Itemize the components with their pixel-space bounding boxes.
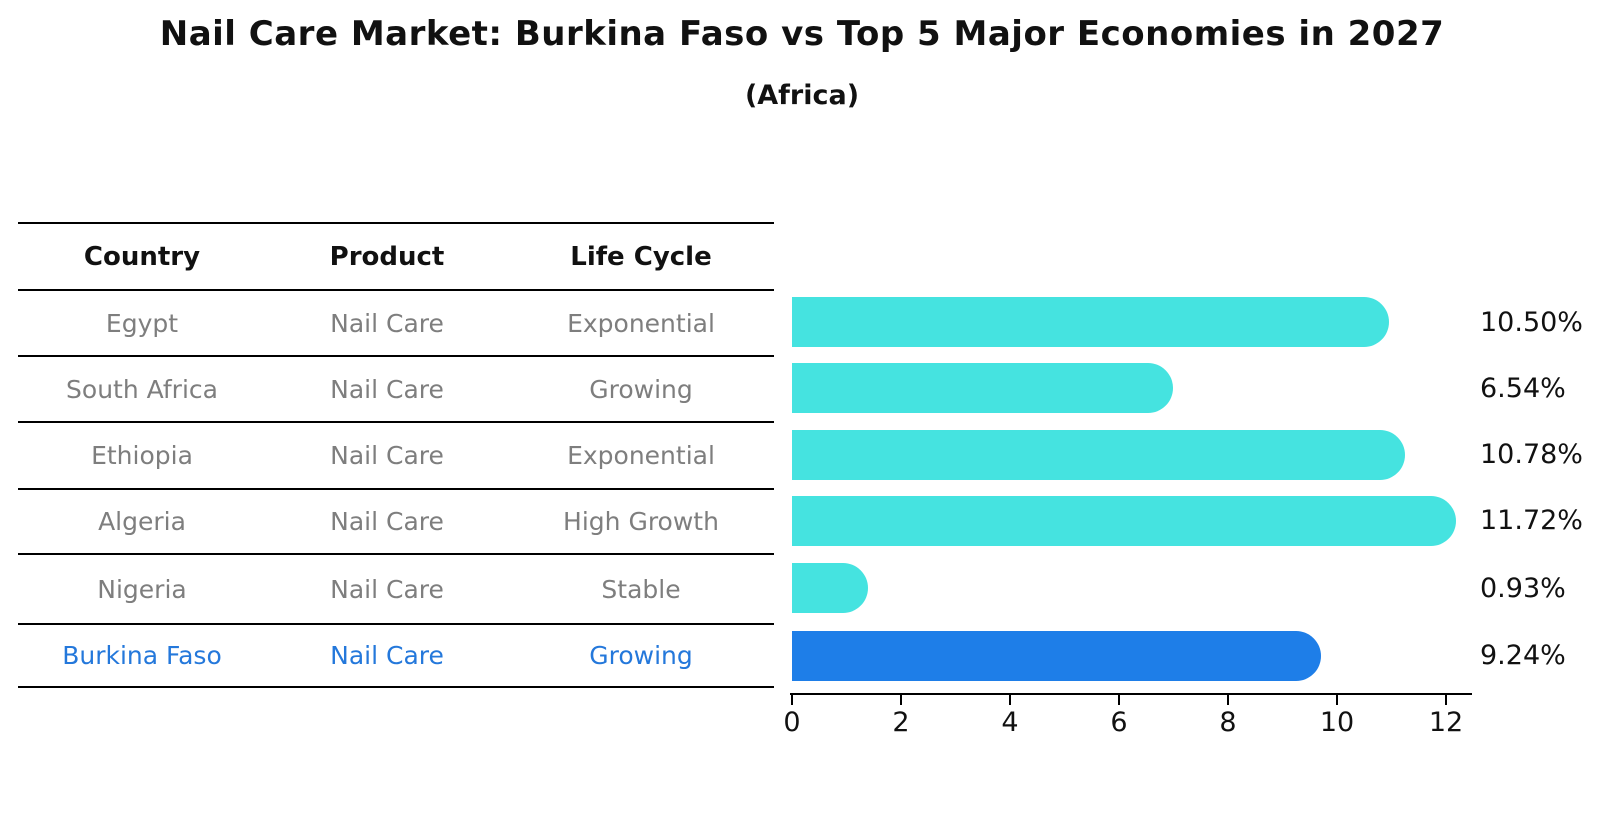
table-row-ethiopia: Ethiopia Nail Care Exponential xyxy=(18,421,774,488)
column-header-lifecycle: Life Cycle xyxy=(570,241,712,272)
cell-country: Burkina Faso xyxy=(62,641,222,670)
table-row-egypt: Egypt Nail Care Exponential xyxy=(18,289,774,355)
cell-product: Nail Care xyxy=(330,374,444,404)
value-label-south-africa: 6.54% xyxy=(1480,372,1566,404)
chart-subtitle: (Africa) xyxy=(744,80,860,111)
cell-country: Egypt xyxy=(105,308,179,338)
cell-product: Nail Care xyxy=(330,574,444,604)
value-label-algeria: 11.72% xyxy=(1480,505,1583,536)
country-table: Country Product Life Cycle Egypt Nail Ca… xyxy=(18,222,774,688)
chart-title: Nail Care Market: Burkina Faso vs Top 5 … xyxy=(159,14,1445,54)
cell-lifecycle: Exponential xyxy=(567,441,715,470)
cell-lifecycle: High Growth xyxy=(563,507,719,536)
value-label-burkina-faso: 9.24% xyxy=(1480,640,1566,671)
tick-mark xyxy=(1118,695,1120,705)
bar-south-africa xyxy=(792,363,1174,413)
bar-egypt xyxy=(792,297,1390,347)
tick-mark xyxy=(900,695,902,705)
tick-mark xyxy=(1445,695,1447,705)
cell-country: Algeria xyxy=(98,507,186,536)
x-axis-line xyxy=(790,693,1472,695)
table-row-burkina-faso: Burkina Faso Nail Care Growing xyxy=(18,623,774,688)
value-label-egypt: 10.50% xyxy=(1480,306,1583,338)
cell-product: Nail Care xyxy=(330,308,444,338)
bar-plot-area xyxy=(792,289,1492,688)
cell-country: South Africa xyxy=(66,374,218,404)
cell-lifecycle: Stable xyxy=(601,574,681,604)
value-label-ethiopia: 10.78% xyxy=(1480,439,1583,470)
value-label-nigeria: 0.93% xyxy=(1480,572,1566,604)
table-row-algeria: Algeria Nail Care High Growth xyxy=(18,488,774,553)
cell-country: Ethiopia xyxy=(91,441,193,470)
column-header-country: Country xyxy=(83,241,201,272)
tick-label: 6 xyxy=(1110,707,1128,738)
cell-product: Nail Care xyxy=(330,641,444,670)
table-row-south-africa: South Africa Nail Care Growing xyxy=(18,355,774,421)
tick-mark xyxy=(1227,695,1229,705)
tick-mark xyxy=(791,695,793,705)
tick-label: 4 xyxy=(1001,707,1019,738)
tick-label: 10 xyxy=(1319,707,1355,738)
cell-lifecycle: Exponential xyxy=(567,308,715,338)
tick-mark xyxy=(1009,695,1011,705)
tick-label: 8 xyxy=(1219,707,1237,738)
cell-lifecycle: Growing xyxy=(589,374,693,404)
tick-label: 2 xyxy=(892,707,910,738)
table-row-nigeria: Nigeria Nail Care Stable xyxy=(18,553,774,623)
cell-lifecycle: Growing xyxy=(589,641,693,670)
cell-country: Nigeria xyxy=(97,574,187,604)
cell-product: Nail Care xyxy=(330,441,444,470)
cell-product: Nail Care xyxy=(330,507,444,536)
tick-label: 12 xyxy=(1428,707,1464,738)
tick-mark xyxy=(1336,695,1338,705)
tick-label: 0 xyxy=(783,707,801,738)
table-header-row: Country Product Life Cycle xyxy=(18,222,774,289)
value-label-column: 10.50% 6.54% 10.78% 11.72% 0.93% 9.24% xyxy=(1480,289,1600,688)
bar-burkina-faso xyxy=(792,630,1321,681)
bar-nigeria xyxy=(792,563,868,613)
bar-ethiopia xyxy=(792,429,1405,480)
column-header-product: Product xyxy=(329,241,445,272)
bar-algeria xyxy=(792,495,1456,546)
